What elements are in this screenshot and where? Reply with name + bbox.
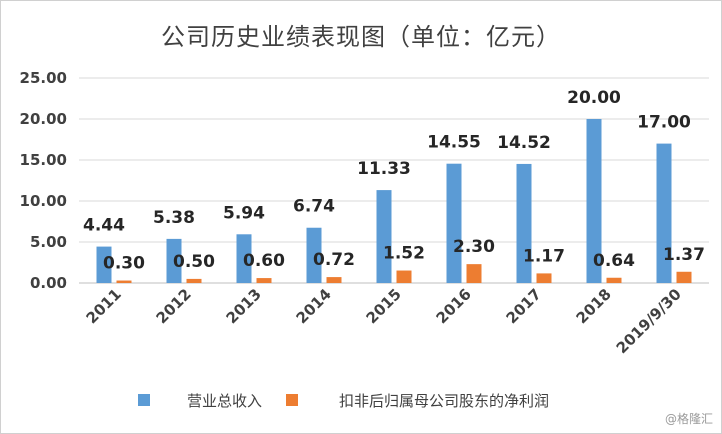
profit-bar <box>256 278 272 283</box>
legend-swatch-profit <box>286 394 298 406</box>
revenue-data-label: 5.38 <box>153 208 195 228</box>
profit-data-label: 0.72 <box>313 250 355 270</box>
x-tick-label: 2017 <box>503 285 545 327</box>
x-tick-label: 2018 <box>573 285 615 327</box>
profit-data-label: 1.52 <box>383 244 425 264</box>
profit-bar <box>326 277 342 283</box>
revenue-bar <box>656 143 672 283</box>
revenue-data-label: 11.33 <box>357 159 411 179</box>
revenue-bar <box>306 227 322 283</box>
y-tick-label: 15.00 <box>20 151 67 169</box>
x-tick-label: 2014 <box>293 285 335 327</box>
revenue-bar <box>166 238 182 283</box>
profit-data-label: 0.50 <box>173 252 215 272</box>
x-tick-label: 2019/9/30 <box>613 285 685 357</box>
revenue-bar <box>236 234 252 283</box>
profit-data-label: 0.30 <box>103 254 145 274</box>
legend-label-revenue: 营业总收入 <box>187 392 262 410</box>
x-tick-label: 2015 <box>363 285 405 327</box>
profit-data-label: 2.30 <box>453 237 495 257</box>
revenue-data-label: 20.00 <box>567 88 621 108</box>
y-tick-label: 10.00 <box>20 192 67 210</box>
x-tick-label: 2013 <box>223 285 265 327</box>
y-tick-label: 20.00 <box>20 110 67 128</box>
x-tick-label: 2016 <box>433 285 475 327</box>
profit-bar <box>116 280 132 283</box>
y-tick-label: 0.00 <box>30 274 67 292</box>
x-tick-label: 2012 <box>153 285 195 327</box>
revenue-bar <box>516 163 532 283</box>
legend-swatch-revenue <box>138 394 150 406</box>
profit-data-label: 0.64 <box>593 251 635 271</box>
profit-data-label: 1.17 <box>523 246 565 266</box>
profit-bar <box>536 273 552 283</box>
revenue-bar <box>376 190 392 283</box>
profit-bar <box>466 264 482 283</box>
revenue-bar <box>586 119 602 283</box>
watermark: @格隆汇 <box>664 412 713 426</box>
profit-bar <box>396 270 412 283</box>
legend-label-profit: 扣非后归属母公司股东的净利润 <box>339 392 549 410</box>
x-tick-label: 2011 <box>83 285 125 327</box>
profit-data-label: 1.37 <box>663 245 705 265</box>
revenue-data-label: 14.55 <box>427 133 481 153</box>
profit-bar <box>186 278 202 283</box>
revenue-bar <box>96 246 112 283</box>
revenue-data-label: 5.94 <box>223 203 265 223</box>
revenue-data-label: 17.00 <box>637 113 691 133</box>
profit-bar <box>606 277 622 283</box>
revenue-bar <box>446 163 462 283</box>
y-tick-label: 25.00 <box>20 69 67 87</box>
profit-bar <box>676 271 692 283</box>
chart-title: 公司历史业绩表现图（单位：亿元） <box>161 23 561 51</box>
revenue-data-label: 4.44 <box>83 216 125 236</box>
revenue-data-label: 6.74 <box>293 197 335 217</box>
y-tick-label: 5.00 <box>30 233 67 251</box>
profit-data-label: 0.60 <box>243 251 285 271</box>
revenue-data-label: 14.52 <box>497 133 551 153</box>
